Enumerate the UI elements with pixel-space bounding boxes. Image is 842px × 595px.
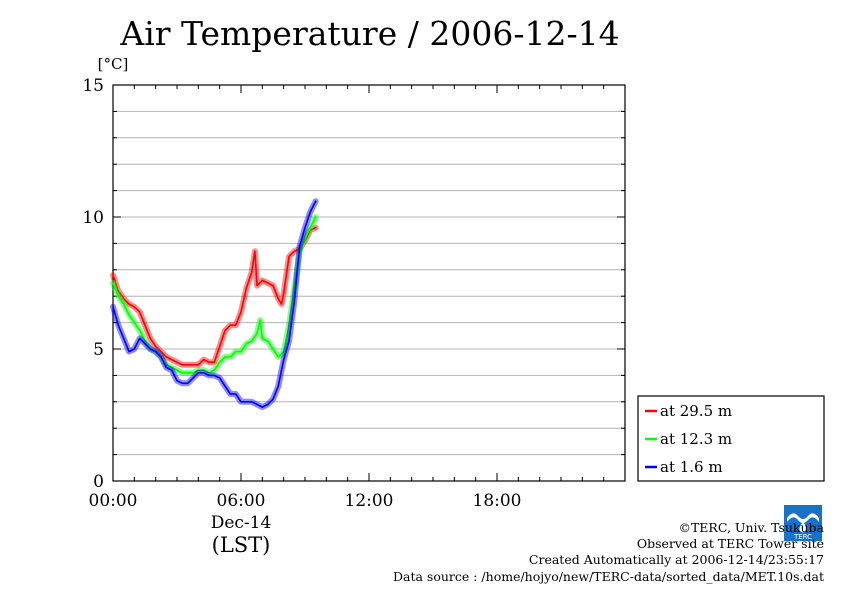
y-tick-label: 10 [82,208,104,228]
x-tick-label: 06:00 [217,491,266,511]
logo-text: TERC [793,533,812,541]
footer-site: Observed at TERC Tower site [636,536,824,552]
x-axis-label: (LST) [212,533,271,557]
footer: ©TERC, Univ. Tsukuba Observed at TERC To… [393,520,824,585]
logo-wave [787,513,819,523]
series-line-1 [112,226,317,366]
terc-logo: TERC [784,505,822,541]
x-tick-label: 00:00 [89,491,138,511]
chart-title: Air Temperature / 2006-12-14 [120,14,620,53]
series-line-2 [112,216,317,374]
footer-source: Data source : /home/hojyo/new/TERC-data/… [392,568,824,584]
plot-area [112,84,626,482]
legend-label-2: at 12.3 m [660,430,732,448]
x-tick-label: 12:00 [345,491,394,511]
legend [637,395,825,482]
logo-drop [799,522,807,533]
legend-label-3: at 1.6 m [660,458,723,476]
x-date-label: Dec-14 [211,513,272,533]
y-tick-label: 15 [82,76,104,96]
x-tick-label: 18:00 [473,491,522,511]
footer-created: Created Automatically at 2006-12-14/23:5… [528,552,824,568]
y-tick-label: 5 [93,340,104,360]
y-axis-label: [°C] [98,55,129,73]
series-line-3 [112,200,317,408]
y-tick-label: 0 [93,472,104,492]
footer-copyright: ©TERC, Univ. Tsukuba [678,520,824,535]
legend-label-1: at 29.5 m [660,402,732,420]
